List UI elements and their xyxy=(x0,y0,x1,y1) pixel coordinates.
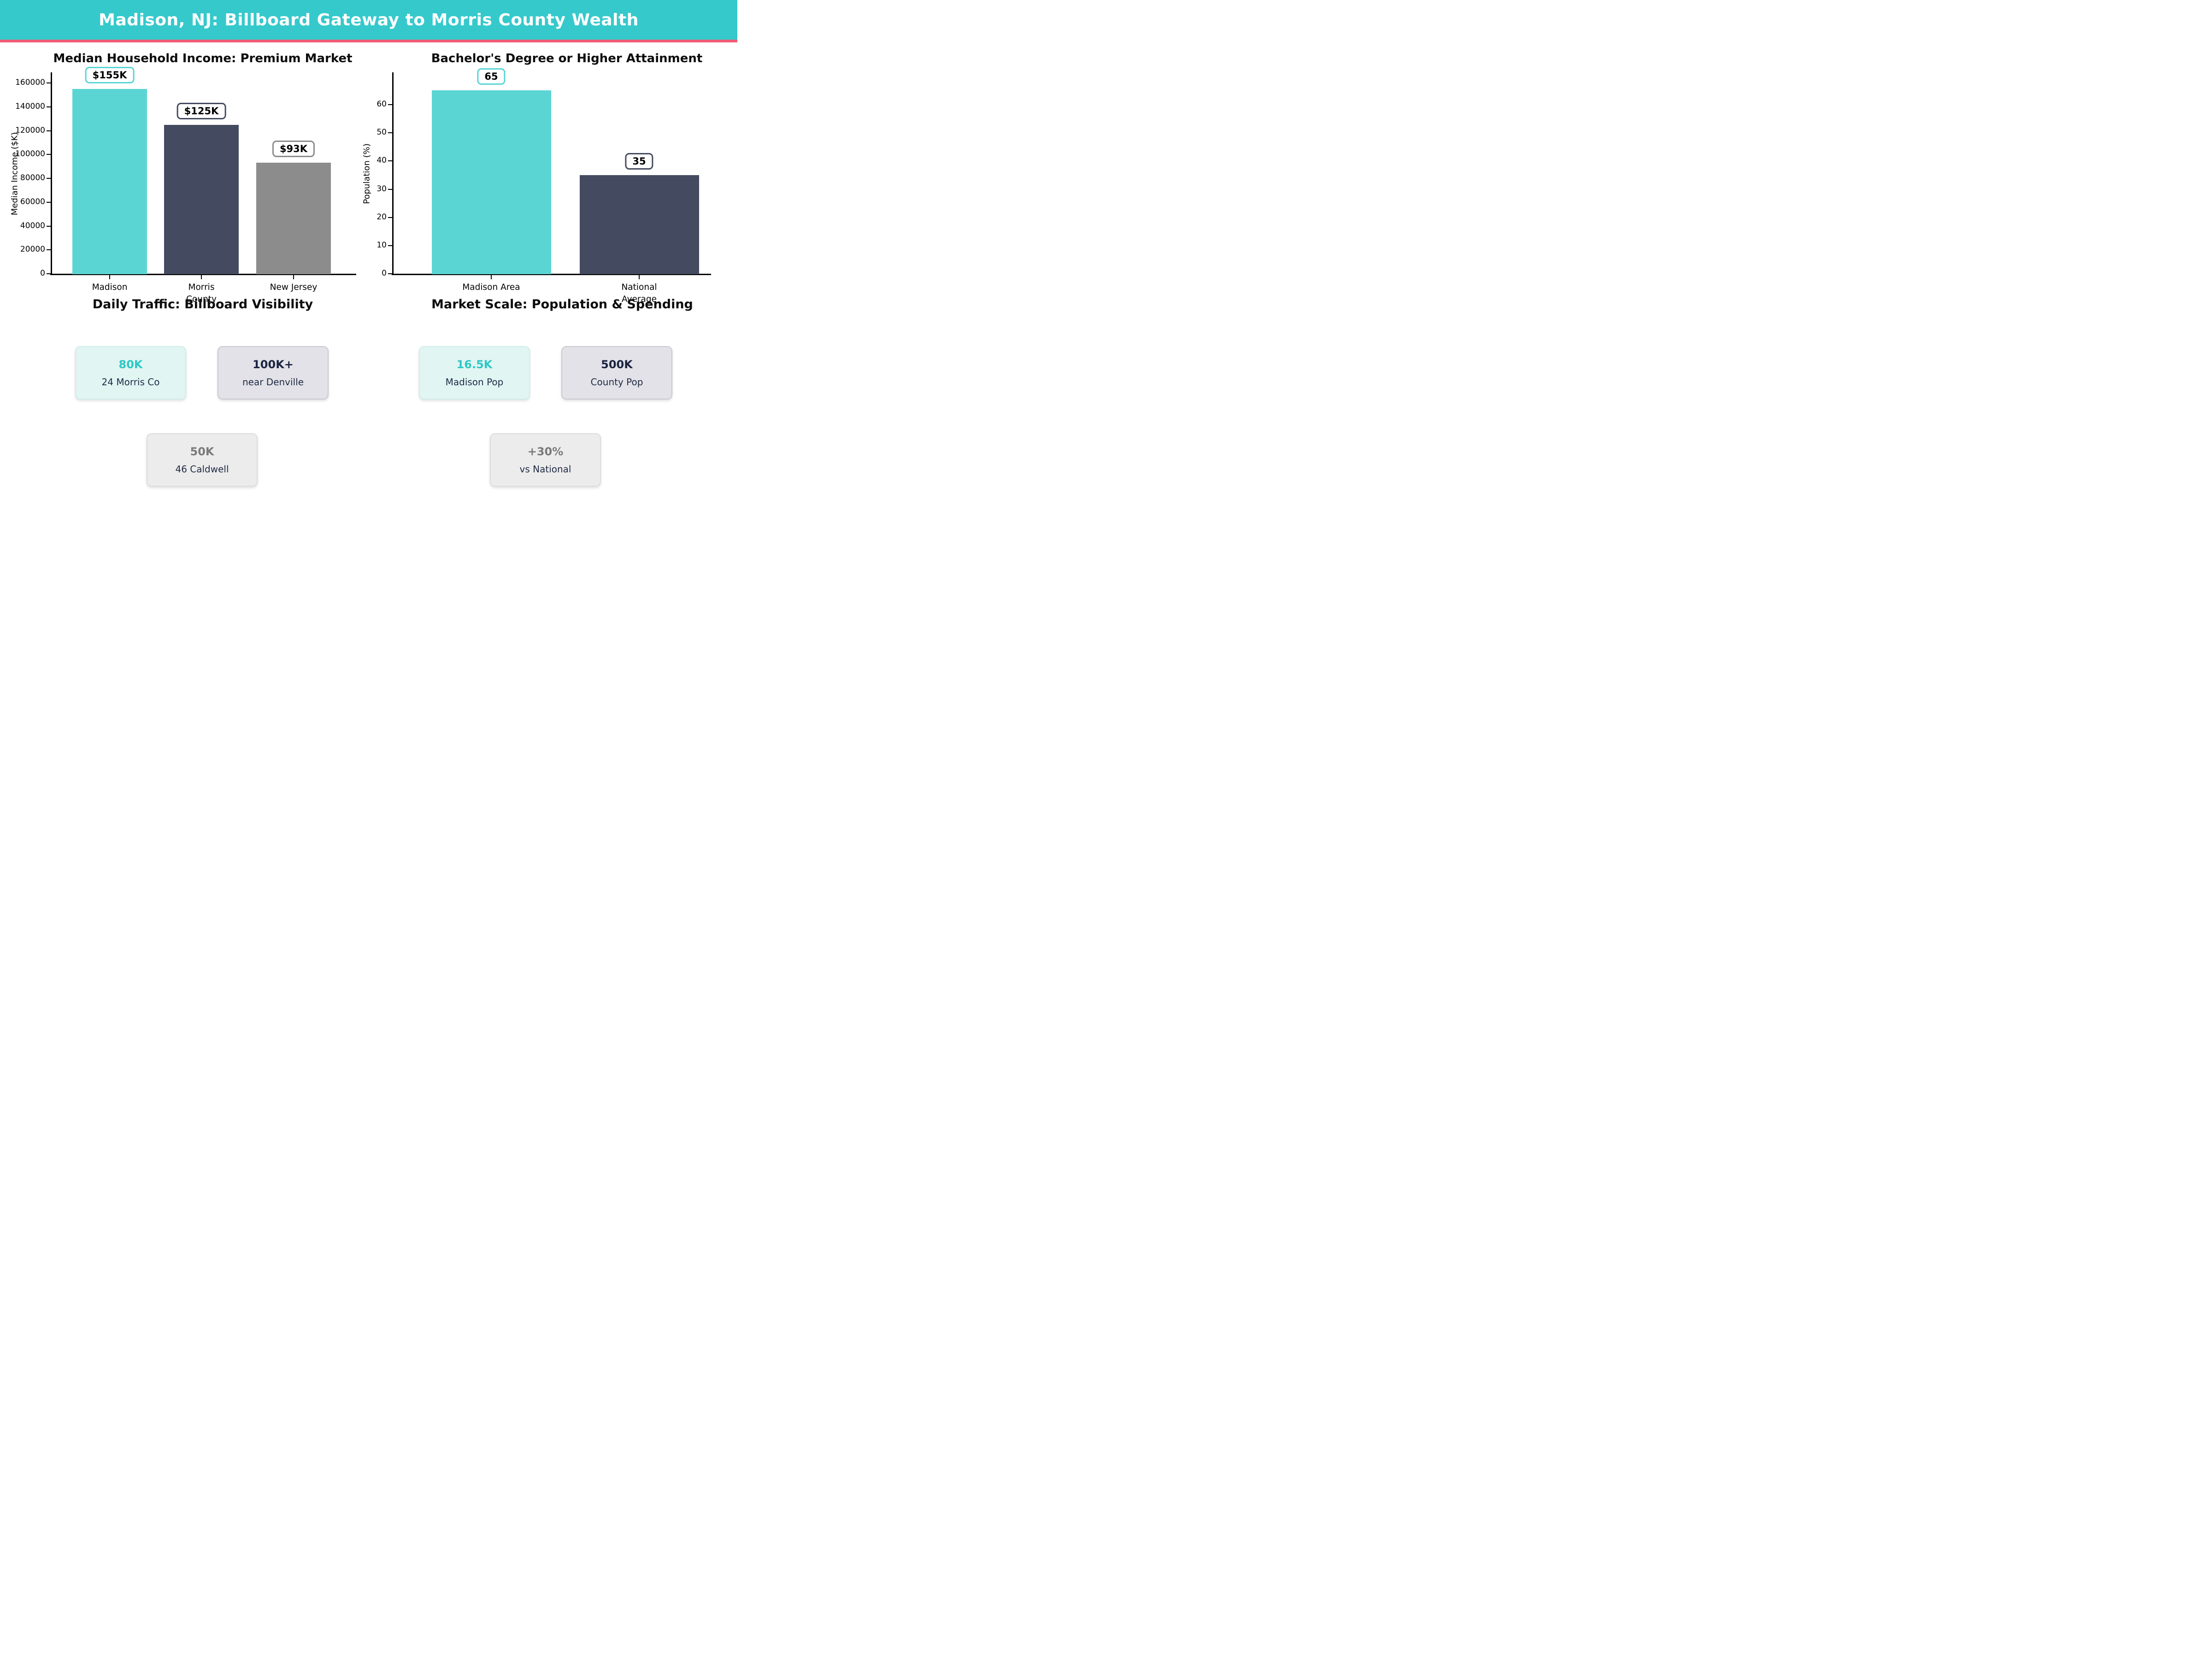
income-chart-title: Median Household Income: Premium Market xyxy=(53,52,353,65)
stat-value: 16.5K xyxy=(456,358,493,371)
y-tick xyxy=(47,225,51,227)
y-tick-label: 0 xyxy=(382,269,387,278)
y-tick-label: 30 xyxy=(377,184,387,194)
stat-value: 100K+ xyxy=(253,358,294,371)
stat-label: near Denville xyxy=(242,377,304,388)
y-tick xyxy=(388,104,392,105)
stat-label: vs National xyxy=(519,464,571,475)
x-tick xyxy=(109,275,110,279)
x-tick xyxy=(293,275,294,279)
y-axis-line xyxy=(51,72,52,275)
education-chart-title: Bachelor's Degree or Higher Attainment xyxy=(431,52,703,65)
stat-card-traffic-caldwell: 50K 46 Caldwell xyxy=(147,433,258,487)
y-tick xyxy=(388,188,392,190)
y-tick-label: 100000 xyxy=(15,149,45,159)
stat-label: County Pop xyxy=(590,377,643,388)
bar-value-label: 65 xyxy=(477,68,506,85)
bar xyxy=(579,175,699,274)
y-axis-title: Median Income ($K) xyxy=(10,132,20,216)
y-tick xyxy=(47,130,51,131)
bar xyxy=(164,124,239,274)
y-tick xyxy=(47,178,51,179)
y-tick-label: 140000 xyxy=(15,101,45,111)
bar-value-label: $125K xyxy=(176,102,226,119)
market-section-title: Market Scale: Population & Spending xyxy=(431,297,693,312)
y-tick xyxy=(47,106,51,107)
y-tick-label: 120000 xyxy=(15,125,45,135)
x-axis-line xyxy=(50,274,356,275)
stat-card-county-pop: 500K County Pop xyxy=(561,346,672,400)
x-category-label: Madison xyxy=(92,282,128,292)
y-tick-label: 40 xyxy=(377,156,387,165)
y-tick-label: 60000 xyxy=(20,197,45,206)
x-tick xyxy=(201,275,202,279)
y-tick xyxy=(388,160,392,162)
y-tick xyxy=(47,82,51,83)
stat-value: 80K xyxy=(118,358,143,371)
y-tick xyxy=(47,154,51,155)
x-category-label: Morris County xyxy=(186,282,217,304)
y-tick xyxy=(388,245,392,246)
x-category-label: New Jersey xyxy=(270,282,318,292)
y-axis-line xyxy=(392,72,394,275)
stat-label: 24 Morris Co xyxy=(101,377,160,388)
stat-value: 500K xyxy=(601,358,633,371)
education-chart-plot: 0 10 20 30 40 50 60 65 Madison Area 35 National Ave… xyxy=(362,68,711,304)
y-tick-label: 0 xyxy=(40,269,45,278)
y-tick xyxy=(47,273,51,274)
y-tick-label: 40000 xyxy=(20,221,45,230)
page-title: Madison, NJ: Billboard Gateway to Morris… xyxy=(99,10,639,29)
bar-value-label: $93K xyxy=(272,141,315,158)
stat-label: Madison Pop xyxy=(445,377,504,388)
bar-value-label: $155K xyxy=(85,66,135,83)
bar-value-label: 35 xyxy=(625,153,653,170)
bar xyxy=(256,163,331,274)
y-tick-label: 20000 xyxy=(20,245,45,254)
x-category-label: Madison Area xyxy=(462,282,520,292)
x-tick xyxy=(491,275,492,279)
stat-card-traffic-morris: 80K 24 Morris Co xyxy=(75,346,186,400)
x-category-label: National Average xyxy=(621,282,657,304)
stat-card-traffic-denville: 100K+ near Denville xyxy=(218,346,329,400)
y-tick-label: 80000 xyxy=(20,173,45,182)
y-tick-label: 160000 xyxy=(15,78,45,87)
traffic-section-title: Daily Traffic: Billboard Visibility xyxy=(92,297,313,312)
y-tick-label: 50 xyxy=(377,128,387,137)
x-tick xyxy=(639,275,640,279)
infographic-page: Madison, NJ: Billboard Gateway to Morris… xyxy=(0,0,737,553)
y-tick xyxy=(47,201,51,203)
x-axis-line xyxy=(392,274,711,275)
y-tick-label: 20 xyxy=(377,212,387,222)
stat-value: +30% xyxy=(527,445,564,458)
header-banner: Madison, NJ: Billboard Gateway to Morris… xyxy=(0,0,737,42)
stat-card-madison-pop: 16.5K Madison Pop xyxy=(419,346,530,400)
y-tick xyxy=(388,217,392,218)
y-tick xyxy=(47,249,51,251)
y-tick-label: 60 xyxy=(377,100,387,109)
stat-card-vs-national: +30% vs National xyxy=(490,433,601,487)
stat-label: 46 Caldwell xyxy=(175,464,229,475)
bar xyxy=(431,90,551,274)
y-tick xyxy=(388,132,392,134)
y-axis-title: Population (%) xyxy=(362,143,372,204)
y-tick xyxy=(388,273,392,274)
bar xyxy=(72,88,147,274)
y-tick-label: 10 xyxy=(377,240,387,250)
stat-value: 50K xyxy=(190,445,214,458)
income-chart-plot: 0 20000 40000 60000 80000 100000 120000 140000 1… xyxy=(10,66,356,304)
